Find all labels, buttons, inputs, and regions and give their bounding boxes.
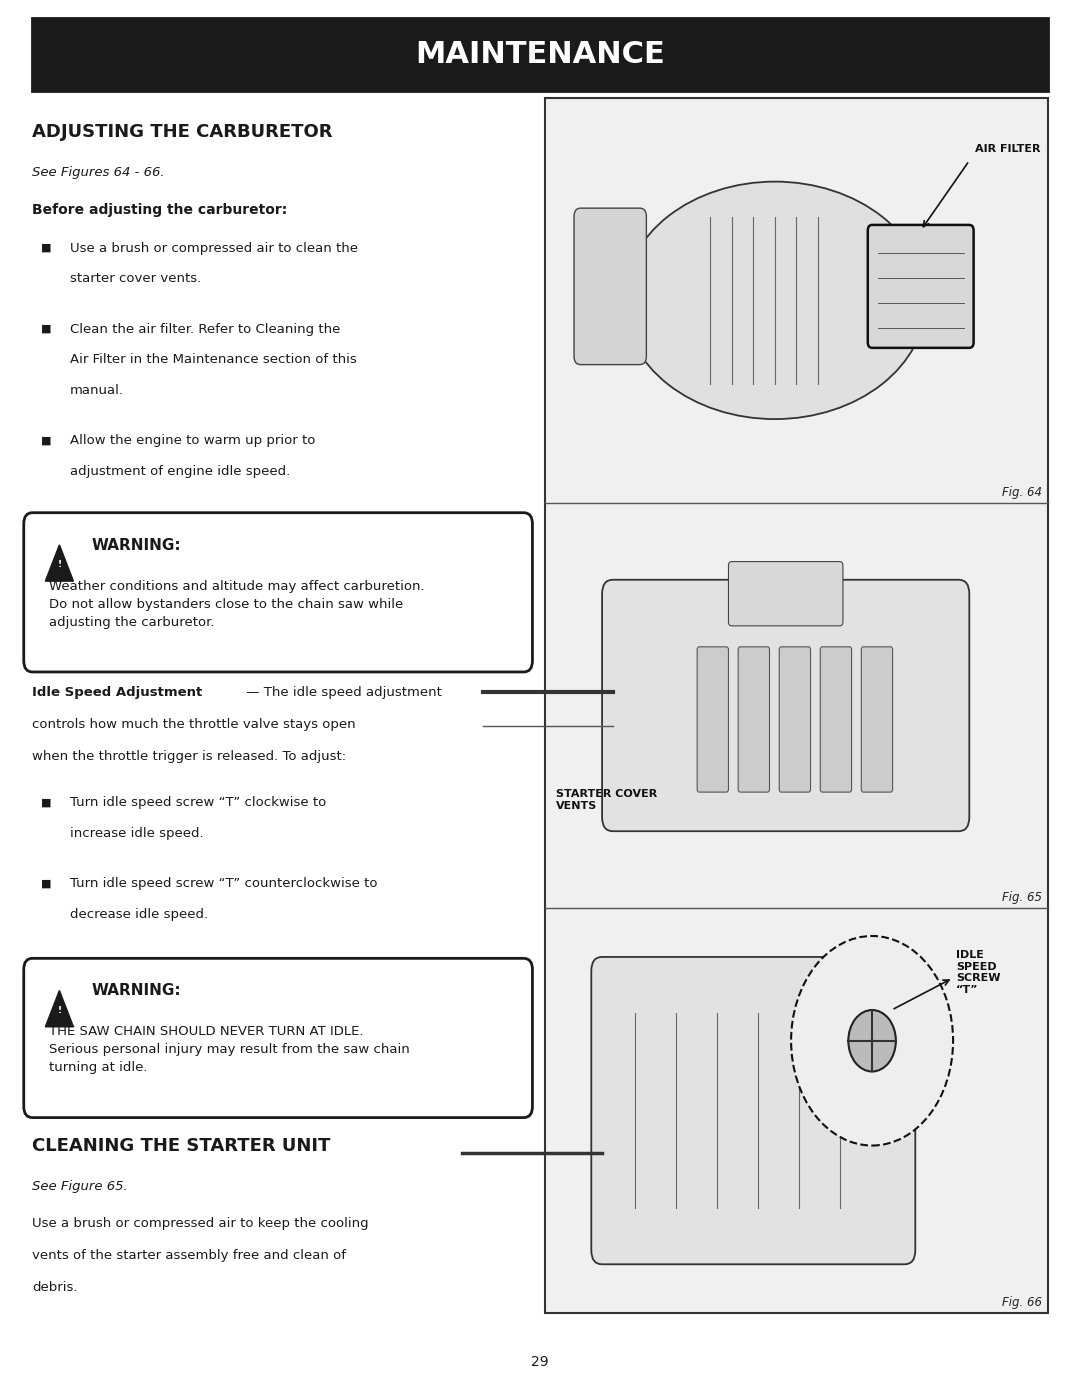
FancyBboxPatch shape [739, 647, 770, 792]
FancyBboxPatch shape [698, 647, 729, 792]
Text: ■: ■ [41, 324, 52, 334]
FancyBboxPatch shape [32, 18, 1048, 91]
FancyBboxPatch shape [24, 958, 532, 1118]
Text: Allow the engine to warm up prior to: Allow the engine to warm up prior to [70, 434, 315, 447]
Text: 29: 29 [531, 1355, 549, 1369]
Text: Weather conditions and altitude may affect carburetion.
Do not allow bystanders : Weather conditions and altitude may affe… [49, 580, 424, 629]
Text: vents of the starter assembly free and clean of: vents of the starter assembly free and c… [32, 1249, 347, 1261]
Text: CLEANING THE STARTER UNIT: CLEANING THE STARTER UNIT [32, 1137, 330, 1155]
Text: STARTER COVER
VENTS: STARTER COVER VENTS [556, 789, 658, 810]
Text: Use a brush or compressed air to clean the: Use a brush or compressed air to clean t… [70, 242, 359, 254]
Text: starter cover vents.: starter cover vents. [70, 272, 202, 285]
Text: See Figure 65.: See Figure 65. [32, 1180, 129, 1193]
FancyBboxPatch shape [24, 513, 532, 672]
Text: manual.: manual. [70, 384, 124, 397]
Text: Before adjusting the carburetor:: Before adjusting the carburetor: [32, 203, 287, 217]
Text: ■: ■ [41, 879, 52, 888]
Text: Air Filter in the Maintenance section of this: Air Filter in the Maintenance section of… [70, 353, 357, 366]
Text: !: ! [57, 560, 62, 569]
Text: AIR FILTER: AIR FILTER [975, 144, 1040, 154]
Text: controls how much the throttle valve stays open: controls how much the throttle valve sta… [32, 718, 356, 731]
Text: ■: ■ [41, 798, 52, 807]
FancyBboxPatch shape [592, 957, 916, 1264]
Text: Fig. 66: Fig. 66 [1002, 1296, 1042, 1309]
Text: THE SAW CHAIN SHOULD NEVER TURN AT IDLE.
Serious personal injury may result from: THE SAW CHAIN SHOULD NEVER TURN AT IDLE.… [49, 1025, 409, 1074]
Text: Fig. 65: Fig. 65 [1002, 891, 1042, 904]
FancyBboxPatch shape [868, 225, 974, 348]
Text: Turn idle speed screw “T” counterclockwise to: Turn idle speed screw “T” counterclockwi… [70, 877, 378, 890]
Circle shape [849, 1010, 896, 1071]
FancyBboxPatch shape [862, 647, 893, 792]
Text: debris.: debris. [32, 1281, 78, 1294]
Text: IDLE
SPEED
SCREW
“T”: IDLE SPEED SCREW “T” [957, 950, 1001, 995]
Text: WARNING:: WARNING: [92, 538, 181, 553]
Text: Fig. 64: Fig. 64 [1002, 486, 1042, 499]
Text: when the throttle trigger is released. To adjust:: when the throttle trigger is released. T… [32, 750, 347, 763]
Text: — The idle speed adjustment: — The idle speed adjustment [242, 686, 442, 698]
Text: Clean the air filter. Refer to Cleaning the: Clean the air filter. Refer to Cleaning … [70, 323, 340, 335]
Text: See Figures 64 - 66.: See Figures 64 - 66. [32, 166, 165, 179]
FancyBboxPatch shape [729, 562, 842, 626]
FancyBboxPatch shape [545, 98, 1048, 1313]
Text: decrease idle speed.: decrease idle speed. [70, 908, 208, 921]
FancyBboxPatch shape [575, 208, 646, 365]
Text: WARNING:: WARNING: [92, 983, 181, 999]
Text: Idle Speed Adjustment: Idle Speed Adjustment [32, 686, 203, 698]
FancyBboxPatch shape [821, 647, 852, 792]
Text: ■: ■ [41, 243, 52, 253]
Text: MAINTENANCE: MAINTENANCE [415, 41, 665, 68]
Text: increase idle speed.: increase idle speed. [70, 827, 204, 840]
Text: Use a brush or compressed air to keep the cooling: Use a brush or compressed air to keep th… [32, 1217, 369, 1229]
Polygon shape [45, 990, 73, 1027]
FancyBboxPatch shape [780, 647, 810, 792]
Text: !: ! [57, 1006, 62, 1014]
Polygon shape [45, 545, 73, 581]
Text: adjustment of engine idle speed.: adjustment of engine idle speed. [70, 465, 291, 478]
Circle shape [791, 936, 954, 1146]
Text: Turn idle speed screw “T” clockwise to: Turn idle speed screw “T” clockwise to [70, 796, 326, 809]
Text: ADJUSTING THE CARBURETOR: ADJUSTING THE CARBURETOR [32, 123, 333, 141]
Ellipse shape [624, 182, 927, 419]
FancyBboxPatch shape [603, 580, 970, 831]
Text: ■: ■ [41, 436, 52, 446]
